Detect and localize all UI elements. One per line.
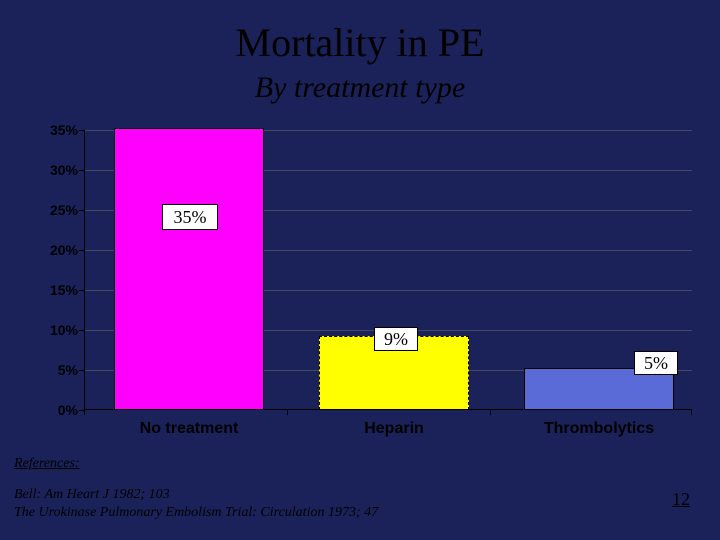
slide-number: 12 [672, 489, 690, 510]
mortality-chart: 0% 5% 10% 15% 20% 25% 30% 35% [28, 130, 692, 410]
references-body: Bell: Am Heart J 1982; 103 The Urokinase… [14, 486, 378, 521]
y-tick-5: 25% [50, 202, 78, 218]
x-category-heparin: Heparin [364, 420, 424, 438]
bar-label-heparin: 9% [374, 327, 418, 351]
x-tickmark [287, 410, 288, 415]
x-axis-line [84, 409, 692, 410]
x-tickmark [490, 410, 491, 415]
x-tickmark [84, 410, 85, 415]
y-axis: 0% 5% 10% 15% 20% 25% 30% 35% [28, 130, 84, 410]
bar-thrombolytics [524, 370, 674, 410]
y-tick-7: 35% [50, 122, 78, 138]
references-header: References: [14, 456, 80, 472]
x-category-no-treatment: No treatment [140, 420, 239, 438]
y-tick-4: 20% [50, 242, 78, 258]
y-tick-6: 30% [50, 162, 78, 178]
y-tick-3: 15% [50, 282, 78, 298]
reference-line-1: Bell: Am Heart J 1982; 103 [14, 486, 378, 504]
x-category-thrombolytics: Thrombolytics [544, 420, 654, 438]
x-tickmark [691, 410, 692, 415]
y-tick-0: 0% [58, 402, 78, 418]
bar-label-no-treatment: 35% [162, 204, 218, 230]
slide: Mortality in PE By treatment type 0% 5% … [0, 0, 720, 540]
plot-area: 35% 9% 5% No treatment Heparin Thromboly… [84, 130, 692, 410]
y-tick-1: 5% [58, 362, 78, 378]
slide-subtitle: By treatment type [0, 72, 720, 104]
bar-label-thrombolytics: 5% [634, 351, 678, 375]
slide-title: Mortality in PE [0, 22, 720, 64]
reference-line-2: The Urokinase Pulmonary Embolism Trial: … [14, 504, 378, 522]
bar-no-treatment [114, 130, 264, 410]
bar-fill [114, 128, 264, 410]
y-tick-2: 10% [50, 322, 78, 338]
y-axis-line [84, 130, 85, 410]
